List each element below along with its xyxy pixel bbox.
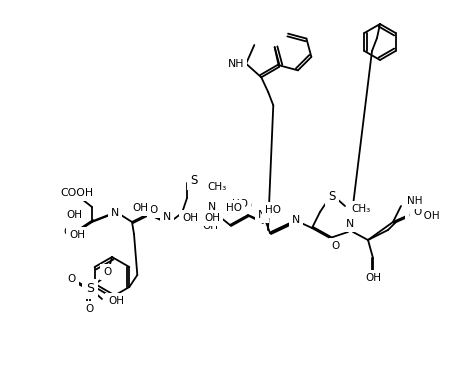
Text: HO: HO: [230, 200, 246, 210]
Text: OH: OH: [66, 210, 82, 220]
Text: N: N: [208, 202, 216, 212]
Text: HO: HO: [265, 205, 281, 215]
Text: O: O: [150, 205, 158, 215]
Text: N: N: [163, 212, 171, 222]
Text: S: S: [190, 173, 198, 187]
Text: N: N: [346, 219, 354, 229]
Text: OH: OH: [132, 203, 148, 213]
Text: O: O: [103, 267, 111, 277]
Text: COOH: COOH: [408, 211, 440, 221]
Text: OH: OH: [365, 273, 381, 283]
Text: CH₃: CH₃: [351, 204, 370, 214]
Text: O: O: [413, 207, 421, 217]
Text: HO: HO: [236, 201, 252, 211]
Text: NH: NH: [407, 196, 422, 206]
Text: HO: HO: [232, 199, 248, 209]
Text: OH: OH: [182, 213, 198, 223]
Text: OH: OH: [202, 221, 218, 231]
Text: S: S: [328, 189, 336, 203]
Text: N: N: [111, 208, 119, 218]
Text: OH: OH: [69, 230, 85, 240]
Text: O: O: [64, 227, 72, 237]
Text: N: N: [258, 210, 266, 220]
Text: O: O: [68, 230, 76, 240]
Text: O: O: [332, 241, 340, 251]
Text: COOH: COOH: [60, 188, 93, 198]
Text: S: S: [86, 283, 94, 296]
Text: OH: OH: [108, 296, 124, 306]
Text: NH: NH: [228, 59, 244, 69]
Text: N: N: [292, 215, 300, 225]
Text: HO: HO: [226, 203, 242, 213]
Text: CH₃: CH₃: [207, 182, 226, 192]
Text: OH: OH: [204, 213, 220, 223]
Text: O: O: [85, 304, 93, 314]
Text: O: O: [68, 274, 76, 284]
